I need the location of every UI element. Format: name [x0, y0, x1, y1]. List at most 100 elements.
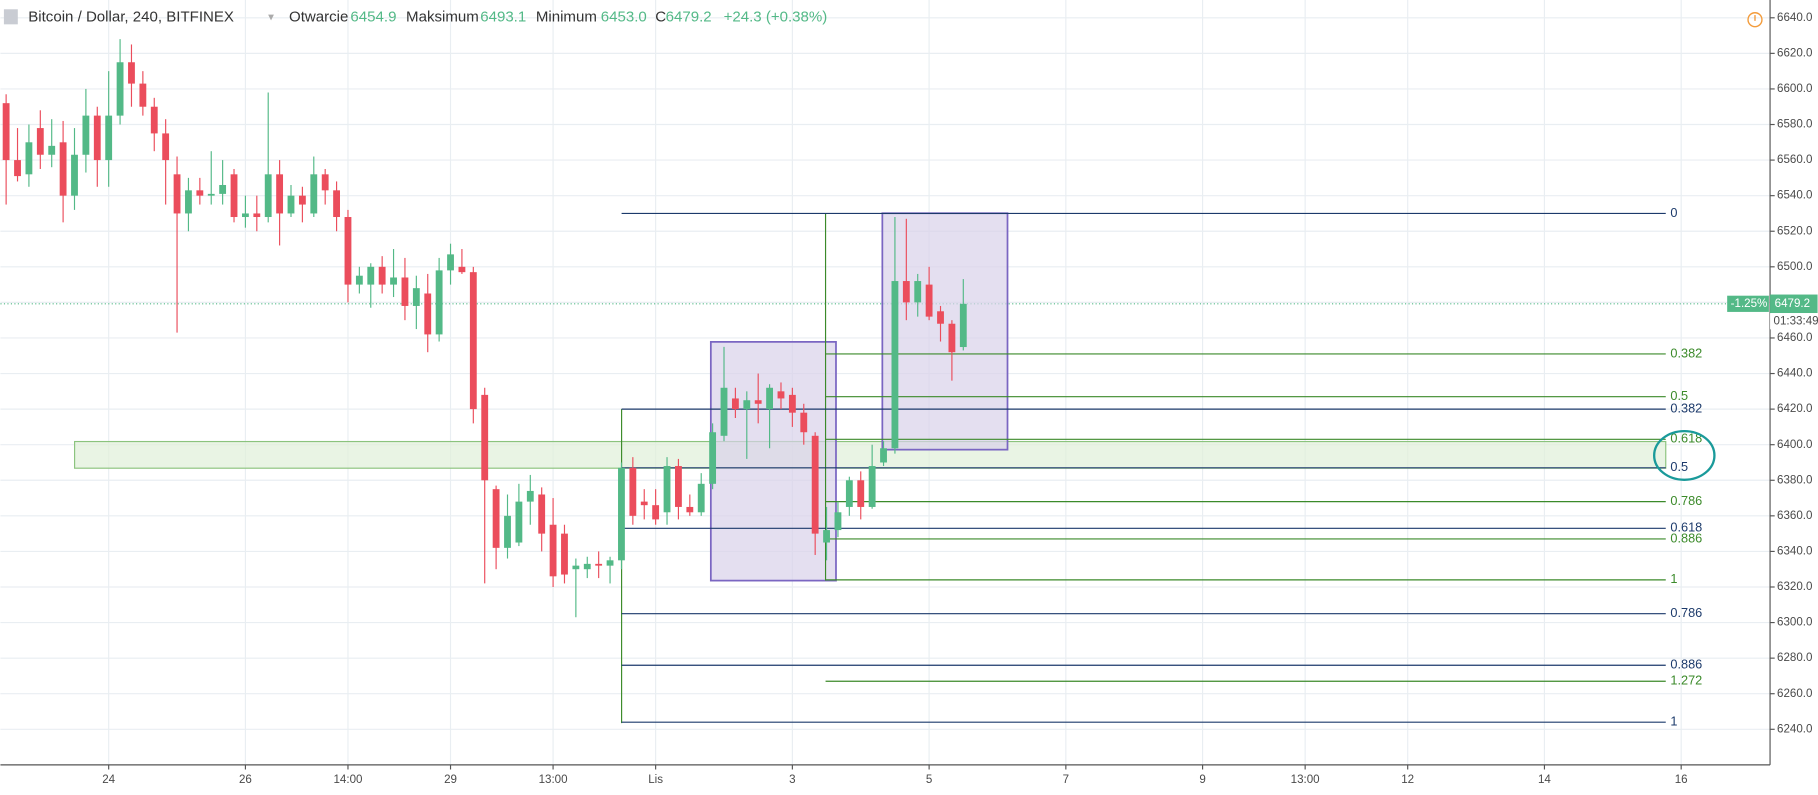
low-value: 6453.0: [601, 8, 647, 25]
alert-icon[interactable]: [1747, 12, 1763, 28]
x-tick-label: 14: [1538, 774, 1551, 786]
candle-body: [948, 323, 956, 353]
candle-body: [788, 394, 796, 413]
candle-body: [93, 115, 101, 161]
candle-body: [378, 266, 386, 285]
highlight-circle: [1653, 429, 1716, 481]
y-tick-label: 6420.0: [1777, 403, 1812, 415]
change-tag: [1727, 295, 1769, 312]
candle-body: [652, 505, 660, 520]
candle-body: [469, 272, 477, 410]
fib-label: 1: [1670, 714, 1677, 729]
candle-body: [412, 288, 420, 306]
candle-body: [823, 530, 830, 543]
x-tick-label: 14:00: [333, 774, 362, 786]
candle-body: [105, 115, 113, 161]
candle-body: [937, 311, 944, 324]
candle-body: [504, 515, 511, 548]
fib-label: 0: [1670, 205, 1677, 220]
y-tick-label: 6560.0: [1777, 154, 1812, 166]
candle-body: [253, 213, 261, 218]
candle-body: [561, 533, 568, 575]
candle-body: [834, 512, 842, 531]
candle-body: [298, 195, 306, 205]
change-value: +24.3 (+0.38%): [724, 8, 828, 25]
y-tick-label: 6280.0: [1777, 652, 1812, 664]
candle-body: [766, 387, 774, 410]
candle-body: [25, 142, 33, 175]
close-label: C: [655, 8, 666, 25]
fib-levels: 00.3820.50.6180.7860.88610.3820.50.6180.…: [621, 205, 1702, 729]
y-tick-label: 6540.0: [1777, 190, 1812, 202]
candle-body: [857, 480, 865, 507]
candle-body: [800, 412, 808, 433]
candles: [2, 39, 967, 618]
y-tick-label: 6620.0: [1777, 47, 1812, 59]
open-value: 6454.9: [350, 8, 396, 25]
candle-body: [36, 128, 44, 155]
candle-body: [390, 277, 397, 285]
candle-body: [242, 213, 249, 218]
fib-label: 0.886: [1670, 657, 1702, 672]
last-price: 6479.2: [1775, 298, 1810, 310]
y-tick-label: 6400.0: [1777, 439, 1812, 451]
fib-label: 0.786: [1670, 605, 1702, 620]
candle-body: [162, 133, 170, 161]
candle-body: [185, 190, 192, 214]
candle-body: [321, 174, 329, 191]
candle-body: [264, 174, 272, 218]
candle-body: [811, 435, 819, 534]
candle-body: [549, 524, 557, 577]
candle-body: [914, 281, 922, 303]
countdown-tag: [1770, 313, 1818, 330]
candle-body: [925, 284, 933, 317]
candle-body: [538, 494, 546, 534]
candle-body: [743, 400, 751, 410]
fib-label: 0.5: [1670, 388, 1688, 403]
candle-body: [492, 489, 500, 548]
fib-label: 0.786: [1670, 493, 1702, 508]
y-tick-label: 6520.0: [1777, 225, 1812, 237]
x-tick-label: 7: [1063, 774, 1069, 786]
candle-body: [606, 560, 614, 566]
x-tick-label: 24: [102, 774, 115, 786]
candle-body: [207, 193, 215, 196]
candle-body: [640, 501, 648, 506]
candle-body: [367, 266, 375, 285]
fib-label: 1.272: [1670, 673, 1702, 688]
fib-label: 0.618: [1670, 431, 1702, 446]
candle-body: [959, 303, 967, 348]
x-tick-label: 3: [789, 774, 795, 786]
y-tick-label: 6580.0: [1777, 119, 1812, 131]
y-tick-label: 6260.0: [1777, 688, 1812, 700]
y-tick-label: 6460.0: [1777, 332, 1812, 344]
candle-body: [333, 190, 340, 218]
candle-body: [447, 254, 454, 271]
candle-body: [891, 281, 899, 449]
x-tick-label: 9: [1199, 774, 1205, 786]
candle-body: [629, 467, 637, 516]
candle-body: [196, 190, 204, 196]
y-tick-label: 6240.0: [1777, 723, 1812, 735]
close-value: 6479.2: [666, 8, 712, 25]
candle-body: [675, 466, 682, 507]
candle-body: [14, 160, 21, 177]
last-change: -1.25%: [1731, 298, 1768, 310]
open-label: Otwarcie: [289, 8, 348, 25]
candle-body: [116, 62, 124, 116]
low-label: Minimum: [536, 8, 597, 25]
candle-body: [583, 563, 591, 570]
dropdown-caret[interactable]: ▾: [268, 11, 274, 23]
candle-body: [71, 154, 78, 196]
support-zone: [74, 440, 1667, 469]
candle-body: [401, 277, 409, 306]
fib-label: 0.382: [1670, 400, 1702, 415]
fib-label: 1: [1670, 571, 1677, 586]
candle-body: [754, 400, 762, 404]
x-tick-label: 26: [239, 774, 252, 786]
candle-body: [697, 483, 705, 513]
fib-label: 0.886: [1670, 530, 1702, 545]
y-tick-label: 6500.0: [1777, 261, 1812, 273]
